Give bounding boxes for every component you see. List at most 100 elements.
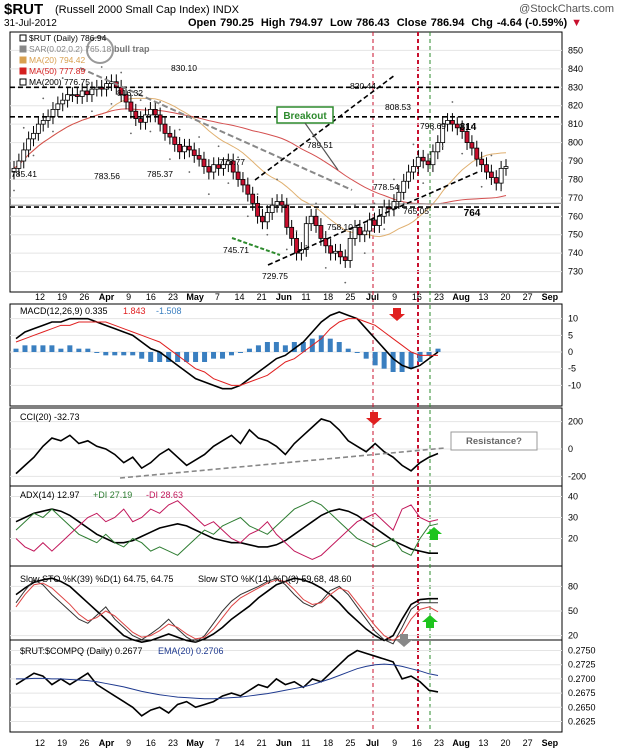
down-arrow-icon: ▼: [571, 17, 583, 29]
chg-value: -4.64 (-0.59%): [496, 17, 568, 29]
x-tick-label: May: [186, 738, 204, 748]
price-point-label: 820.44: [350, 81, 376, 91]
macd-histogram-bar: [363, 352, 369, 359]
series-line: [15, 418, 439, 475]
candle-body: [469, 142, 475, 149]
x-tick-label: 11: [301, 738, 310, 748]
legend-entry: 1.843: [123, 306, 146, 316]
candle-body: [128, 101, 134, 112]
candle-body: [454, 123, 460, 129]
sar-dot: [451, 101, 454, 103]
sar-dot: [13, 189, 15, 192]
candle-body: [196, 155, 202, 160]
x-tick-label: 7: [215, 292, 220, 302]
x-tick-label: Apr: [99, 292, 115, 302]
sar-dot: [354, 204, 356, 207]
candle-body: [430, 151, 436, 166]
sar-dot: [71, 115, 74, 118]
chart-date: 31-Jul-2012: [4, 18, 57, 29]
y-tick-label: 820: [568, 101, 583, 111]
sar-dot: [22, 126, 25, 129]
sar-dot: [276, 178, 278, 181]
candle-body: [333, 250, 338, 254]
macd-histogram-bar: [228, 352, 234, 356]
macd-histogram-bar: [175, 352, 181, 362]
x-tick-label: 26: [79, 292, 89, 302]
macd-histogram-bar: [13, 348, 19, 352]
macd-histogram-bar: [435, 348, 441, 352]
x-tick-label: Aug: [452, 292, 470, 302]
x-tick-label: 18: [323, 292, 333, 302]
x-tick-label: 20: [500, 738, 510, 748]
macd-histogram-bar: [31, 345, 37, 352]
sar-dot: [422, 182, 425, 185]
x-tick-label: 21: [257, 292, 267, 302]
x-tick-label: 9: [126, 292, 131, 302]
sar-dot: [149, 130, 152, 133]
y-tick-label: 770: [568, 193, 583, 203]
sar-dot: [217, 145, 220, 148]
breakout-arrow: [304, 122, 339, 171]
macd-histogram-bar: [193, 352, 199, 362]
sar-dot: [61, 77, 64, 79]
candle-body: [235, 171, 241, 180]
y-tick-label: 10: [568, 314, 578, 324]
sar-dot: [159, 101, 162, 103]
y-tick-label: 20: [568, 631, 578, 641]
candle-body: [60, 99, 66, 105]
candle-body: [123, 94, 129, 103]
sar-dot: [490, 154, 493, 157]
y-tick-label: -5: [568, 364, 576, 374]
x-tick-label: 23: [168, 292, 178, 302]
candle-body: [45, 116, 51, 121]
candle-body: [21, 149, 27, 162]
x-tick-label: 19: [57, 738, 67, 748]
candle-body: [406, 171, 411, 182]
y-tick-label: 0: [568, 347, 573, 357]
x-tick-label: 19: [57, 292, 67, 302]
sar-dot: [324, 266, 327, 269]
sar-dot: [295, 230, 298, 232]
macd-histogram-bar: [49, 345, 55, 352]
sar-dot: [432, 128, 434, 131]
candle-body: [255, 202, 260, 217]
candle-body: [347, 237, 353, 261]
y-tick-label: 80: [568, 581, 578, 591]
candle-body: [484, 164, 489, 173]
candle-body: [240, 179, 246, 186]
macd-histogram-bar: [148, 352, 154, 362]
y-tick-label: 40: [568, 492, 578, 502]
sar-dot: [285, 248, 288, 251]
macd-histogram-bar: [130, 352, 136, 356]
candle-body: [362, 230, 368, 236]
candle-body: [342, 256, 348, 261]
candle-body: [35, 123, 41, 134]
candle-body: [450, 120, 455, 125]
y-tick-label: 810: [568, 119, 583, 129]
chart-canvas: 7307407507607707807908008108208308408507…: [9, 31, 596, 748]
sar-dot: [471, 125, 473, 127]
price-point-label: 758.10: [327, 222, 353, 232]
y-tick-label: 740: [568, 248, 583, 258]
series-line: [15, 649, 439, 717]
y-tick-label: 50: [568, 606, 578, 616]
candle-body: [31, 132, 36, 140]
x-tick-label: 16: [146, 738, 156, 748]
macd-histogram-bar: [291, 342, 297, 352]
x-tick-label: Jun: [276, 292, 292, 302]
macd-histogram-bar: [67, 345, 73, 352]
legend-entry: MA(50) 777.89: [29, 66, 85, 76]
candle-body: [172, 136, 178, 145]
legend-entry: ADX(14) 12.97: [20, 490, 80, 500]
y-tick-label: 850: [568, 45, 583, 55]
breakout-label: Breakout: [283, 111, 327, 122]
candle-body: [89, 88, 95, 96]
macd-histogram-bar: [399, 352, 405, 372]
candle-body: [445, 120, 450, 125]
candle-body: [250, 193, 256, 204]
candle-body: [162, 123, 168, 134]
sar-dot: [256, 193, 259, 196]
y-tick-label: 840: [568, 64, 583, 74]
candle-body: [74, 94, 80, 97]
price-point-label: 783.56: [94, 171, 120, 181]
